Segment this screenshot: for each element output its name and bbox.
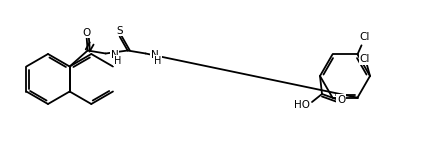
- Text: O: O: [337, 95, 345, 105]
- Text: H: H: [154, 55, 161, 66]
- Text: Cl: Cl: [359, 32, 370, 42]
- Text: N: N: [111, 51, 118, 61]
- Text: N: N: [150, 51, 158, 61]
- Text: S: S: [117, 25, 123, 36]
- Text: H: H: [114, 55, 121, 66]
- Text: HO: HO: [294, 100, 310, 110]
- Text: O: O: [83, 27, 91, 37]
- Text: Cl: Cl: [360, 54, 370, 64]
